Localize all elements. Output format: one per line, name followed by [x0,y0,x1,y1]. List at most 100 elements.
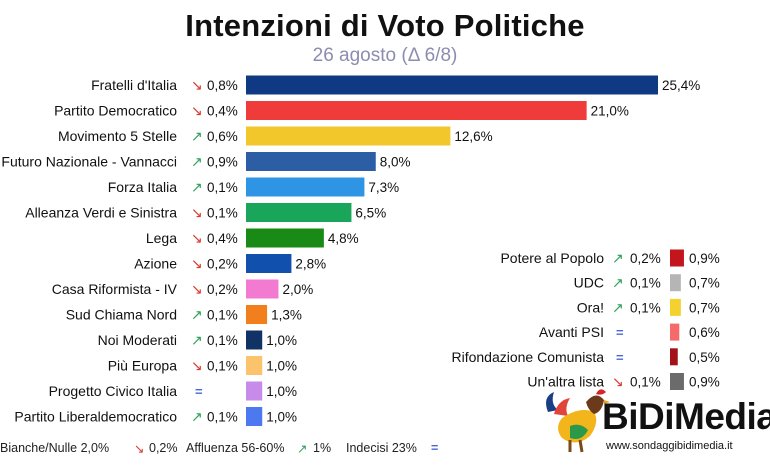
page-title: Intenzioni di Voto Politiche [185,8,585,43]
bar [670,298,681,316]
value-label: 0,6% [689,325,720,340]
value-label: 1,0% [266,359,297,374]
category-label: Partito Democratico [54,103,177,119]
bar [246,330,263,350]
value-label: 21,0% [591,104,629,119]
bar [246,177,365,197]
category-label: Potere al Popolo [500,250,604,266]
bar [670,373,684,390]
value-label: 7,3% [368,180,399,195]
up-arrow-icon: ↗ [612,299,624,315]
delta-label: 0,1% [207,333,238,348]
category-label: UDC [574,275,604,291]
category-label: Partito Liberaldemocratico [14,409,177,425]
up-arrow-icon: ↗ [191,332,203,348]
delta-label: 0,9% [207,155,238,170]
bar [246,356,263,375]
category-label: Lega [146,230,177,246]
bar [246,75,658,95]
delta-label: 0,8% [207,78,238,93]
value-label: 2,0% [282,282,313,297]
up-arrow-icon: ↗ [612,250,624,266]
up-arrow-icon: ↗ [191,154,203,170]
category-label: Movimento 5 Stelle [58,128,177,144]
value-label: 0,7% [689,300,720,315]
down-arrow-icon: ↘ [191,230,203,246]
category-label: Ora! [577,299,604,315]
up-arrow-icon: ↗ [191,307,203,323]
value-label: 0,5% [689,350,720,365]
undecided-label: Indecisi 23% [346,441,417,455]
value-label: 6,5% [355,206,386,221]
category-label: Un'altra lista [527,374,604,390]
down-arrow-icon: ↘ [191,77,203,93]
value-label: 1,0% [266,384,297,399]
bar [246,101,587,120]
category-label: Fratelli d'Italia [91,77,177,93]
down-arrow-icon: ↘ [191,205,203,221]
delta-label: 0,1% [630,300,661,315]
value-label: 25,4% [662,78,700,93]
brand-logo: BiDiMedia [602,396,770,437]
brand-url[interactable]: www.sondaggibidimedia.it [606,440,733,452]
delta-label: 0,1% [207,410,238,425]
delta-label: 0,4% [207,231,238,246]
down-arrow-icon: ↘ [134,442,145,456]
up-arrow-icon: ↗ [191,409,203,425]
value-label: 1,0% [266,410,297,425]
delta-label: 0,1% [207,359,238,374]
delta-label: 0,1% [207,180,238,195]
delta-label: 0,4% [207,104,238,119]
up-arrow-icon: ↗ [612,275,624,291]
down-arrow-icon: ↘ [191,103,203,119]
down-arrow-icon: ↘ [612,374,624,390]
down-arrow-icon: ↘ [191,358,203,374]
blank-votes-delta: 0,2% [149,441,178,455]
turnout-delta: 1% [313,441,332,455]
category-label: Avanti PSI [539,324,604,340]
delta-label: 0,1% [207,206,238,221]
category-label: Noi Moderati [98,332,177,348]
value-label: 2,8% [295,257,326,272]
bar [670,249,684,267]
turnout-label: Affluenza 56-60% [186,441,285,455]
page-subtitle: 26 agosto (Δ 6/8) [312,45,458,66]
value-label: 1,3% [271,308,302,323]
value-label: 8,0% [380,155,411,170]
delta-label: 0,2% [630,251,661,266]
value-label: 0,7% [689,276,720,291]
category-label: Alleanza Verdi e Sinistra [25,205,177,221]
category-label: Rifondazione Comunista [451,349,604,365]
category-label: Progetto Civico Italia [49,383,178,399]
delta-label: 0,1% [630,276,661,291]
up-arrow-icon: ↗ [297,442,308,456]
category-label: Più Europa [108,358,177,374]
delta-label: 0,1% [207,308,238,323]
delta-label: 0,6% [207,129,238,144]
down-arrow-icon: ↘ [191,281,203,297]
bar [246,254,292,273]
flat-mark-icon: = [616,350,624,365]
bar [246,305,268,324]
bar [670,274,681,292]
category-label: Casa Riformista - IV [52,281,178,297]
category-label: Forza Italia [108,179,177,195]
bar [246,279,279,299]
flat-mark-icon: = [431,441,439,455]
flat-mark-icon: = [195,384,203,399]
bar [670,348,678,366]
bar [246,152,376,171]
value-label: 0,9% [689,375,720,390]
up-arrow-icon: ↗ [191,128,203,144]
value-label: 4,8% [328,231,359,246]
bar [246,407,263,426]
category-label: Sud Chiama Nord [66,307,177,323]
category-label: Futuro Nazionale - Vannacci [1,154,177,170]
value-label: 12,6% [454,129,492,144]
bar [670,323,680,341]
bar [246,228,324,248]
up-arrow-icon: ↗ [191,179,203,195]
